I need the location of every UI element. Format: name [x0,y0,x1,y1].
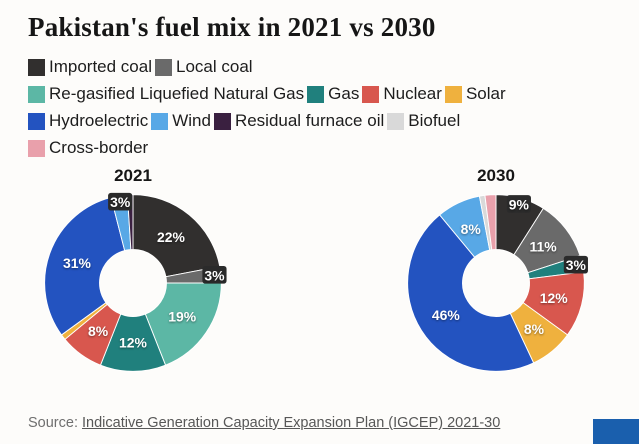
slice-imported-coal [132,194,221,278]
legend-row: Re-gasified Liquefied Natural Gas Gas Nucl… [28,84,613,104]
legend-swatch-icon [444,85,462,103]
legend-label: Hydroelectric [49,111,149,130]
legend-label: Re-gasified Liquefied Natural Gas [49,84,305,103]
slice-label-gas: 3% [566,257,587,273]
slice-label-nuclear: 12% [540,290,569,306]
legend-label: Cross-border [49,138,149,157]
donut-2021-title: 2021 [114,166,152,185]
legend-label: Solar [465,84,506,103]
slice-label-nuclear: 8% [88,323,109,339]
legend-row: Imported coal Local coal [28,57,613,77]
legend-swatch-icon [28,58,45,76]
slice-label-pill [202,265,227,284]
legend-swatch-icon [155,58,172,76]
legend-item-local-coal: Local coal [155,57,253,77]
legend-item-solar: Solar [444,84,506,104]
legend-swatch-icon [307,85,325,103]
brand-bar [593,419,639,444]
legend-label: Wind [172,111,211,130]
slice-label-local-coal: 3% [204,267,225,283]
source-link[interactable]: Indicative Generation Capacity Expansion… [82,415,501,431]
page-title: Pakistan's fuel mix in 2021 vs 2030 [28,12,436,42]
legend-label: Biofuel [408,111,461,130]
slice-label-pill [563,255,588,274]
slice-label-pill [108,192,133,211]
source-prefix: Source: [28,415,82,431]
source-line: Source: Indicative Generation Capacity E… [28,415,500,431]
legend-swatch-icon [387,112,405,130]
legend-swatch-icon [213,112,231,130]
legend-row: Hydroelectric Wind Residual furnace oil Bio… [28,111,613,131]
legend-item-re-gasified-liquefied-natural-gas: Re-gasified Liquefied Natural Gas [28,84,304,104]
slice-label-hydroelectric: 31% [63,255,92,271]
slice-label-wind: 3% [110,194,131,210]
donut-2030-svg: 9% 11% 3% 12% 8% 46% 8% [407,194,588,372]
slice-label-hydroelectric: 46% [432,307,461,323]
donut-chart-2030: 2030 9% 11% 3% 12% 8% 46% 8% [403,166,589,376]
slice-label-pill [506,195,531,213]
legend-label: Nuclear [383,84,442,103]
slice-label-local-coal: 11% [529,239,557,255]
slice-hydroelectric [407,214,535,372]
legend-item-hydroelectric: Hydroelectric [28,111,148,131]
legend-item-nuclear: Nuclear [362,84,442,104]
legend-item-biofuel: Biofuel [387,111,460,131]
slice-label-solar: 8% [524,321,545,337]
legend-row: Cross-border [28,138,613,158]
legend: Imported coal Local coal Re-gasified Lique… [28,57,613,158]
donut-chart-2021: 2021 22% 3% 19% 12% 8% 31% 3% [40,166,227,376]
legend-swatch-icon [151,112,169,130]
legend-item-imported-coal: Imported coal [28,57,152,77]
legend-swatch-icon [28,139,45,157]
slice-label-re-gasified-liquefied-natural-gas: 19% [168,308,197,324]
slice-label-gas: 12% [119,335,148,351]
slice-label-wind: 8% [461,221,482,237]
legend-swatch-icon [362,85,380,103]
donut-2030-title: 2030 [477,166,515,185]
slice-cross-border [484,194,497,251]
charts-row: 2021 22% 3% 19% 12% 8% 31% 3% 2030 9% 11% 3% 12% 8… [28,166,613,376]
slice-hydroelectric [44,196,126,336]
legend-label: Gas [328,84,360,103]
slice-label-imported-coal: 22% [157,229,186,245]
legend-item-gas: Gas [307,84,359,104]
slice-label-imported-coal: 9% [509,196,530,212]
legend-label: Residual furnace oil [234,111,385,130]
donut-2021-svg: 22% 3% 19% 12% 8% 31% 3% [44,192,227,372]
legend-label: Imported coal [49,57,152,76]
legend-swatch-icon [28,85,45,103]
legend-item-residual-furnace-oil: Residual furnace oil [213,111,385,131]
legend-item-wind: Wind [151,111,211,131]
legend-swatch-icon [28,112,45,130]
legend-item-cross-border: Cross-border [28,138,148,158]
slice-re-gasified-liquefied-natural-gas [144,282,222,366]
legend-label: Local coal [176,57,253,76]
